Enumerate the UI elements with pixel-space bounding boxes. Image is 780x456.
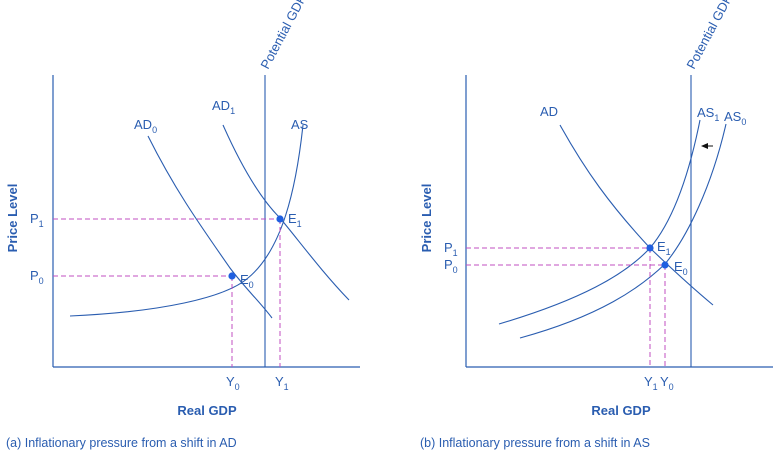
panel-b-as1-label: AS1 xyxy=(697,105,719,123)
panel-b-e1-point xyxy=(646,244,654,252)
panel-b-ad-curve xyxy=(559,124,714,306)
panel-a-p1-label: P1 xyxy=(30,211,44,229)
panel-a-ad1-label: AD1 xyxy=(212,98,235,116)
panel-a-e1-point xyxy=(276,215,284,223)
panel-b-e0-point xyxy=(661,261,669,269)
panel-a-e1-label: E1 xyxy=(288,211,302,229)
panel-b-p1-label: P1 xyxy=(444,240,458,258)
panel-b-as0-curve xyxy=(519,123,727,339)
panel-b-caption: (b) Inflationary pressure from a shift i… xyxy=(420,436,650,450)
panel-b-y1-label: Y1 xyxy=(644,374,658,392)
panel-a-caption: (a) Inflationary pressure from a shift i… xyxy=(6,436,237,450)
panel-a-y1-label: Y1 xyxy=(275,374,289,392)
panel-a-e0-label: E0 xyxy=(240,272,254,290)
panel-b-x-axis-title: Real GDP xyxy=(591,403,651,418)
panel-b-p0-label: P0 xyxy=(444,257,458,275)
panel-b-as0-label: AS0 xyxy=(724,109,746,127)
panel-a: Potential GDP AD0 AD1 AS E0 E1 P1 P0 Y0 … xyxy=(5,0,360,450)
panel-a-y-axis-title: Price Level xyxy=(5,184,20,253)
panel-a-as-curve xyxy=(69,124,304,317)
panel-b-e1-label: E1 xyxy=(657,239,671,257)
panel-b-potential-gdp-label: Potential GDP xyxy=(683,0,735,71)
panel-b-as1-curve xyxy=(498,119,701,325)
panel-a-potential-gdp-label: Potential GDP xyxy=(257,0,309,71)
panel-a-p0-label: P0 xyxy=(30,268,44,286)
panel-a-as-label: AS xyxy=(291,117,309,132)
panel-b-y-axis-title: Price Level xyxy=(419,184,434,253)
panel-b-ad-label: AD xyxy=(540,104,558,119)
panel-a-ad0-label: AD0 xyxy=(134,117,157,135)
panel-b-e0-label: E0 xyxy=(674,259,688,277)
panel-b: Potential GDP AD AS1 AS0 E1 E0 P1 P0 Y1 … xyxy=(419,0,773,450)
panel-a-x-axis-title: Real GDP xyxy=(177,403,237,418)
panel-b-y0-label: Y0 xyxy=(660,374,674,392)
panel-a-y0-label: Y0 xyxy=(226,374,240,392)
panel-a-e0-point xyxy=(228,272,236,280)
panel-a-ad0-curve xyxy=(147,135,273,319)
